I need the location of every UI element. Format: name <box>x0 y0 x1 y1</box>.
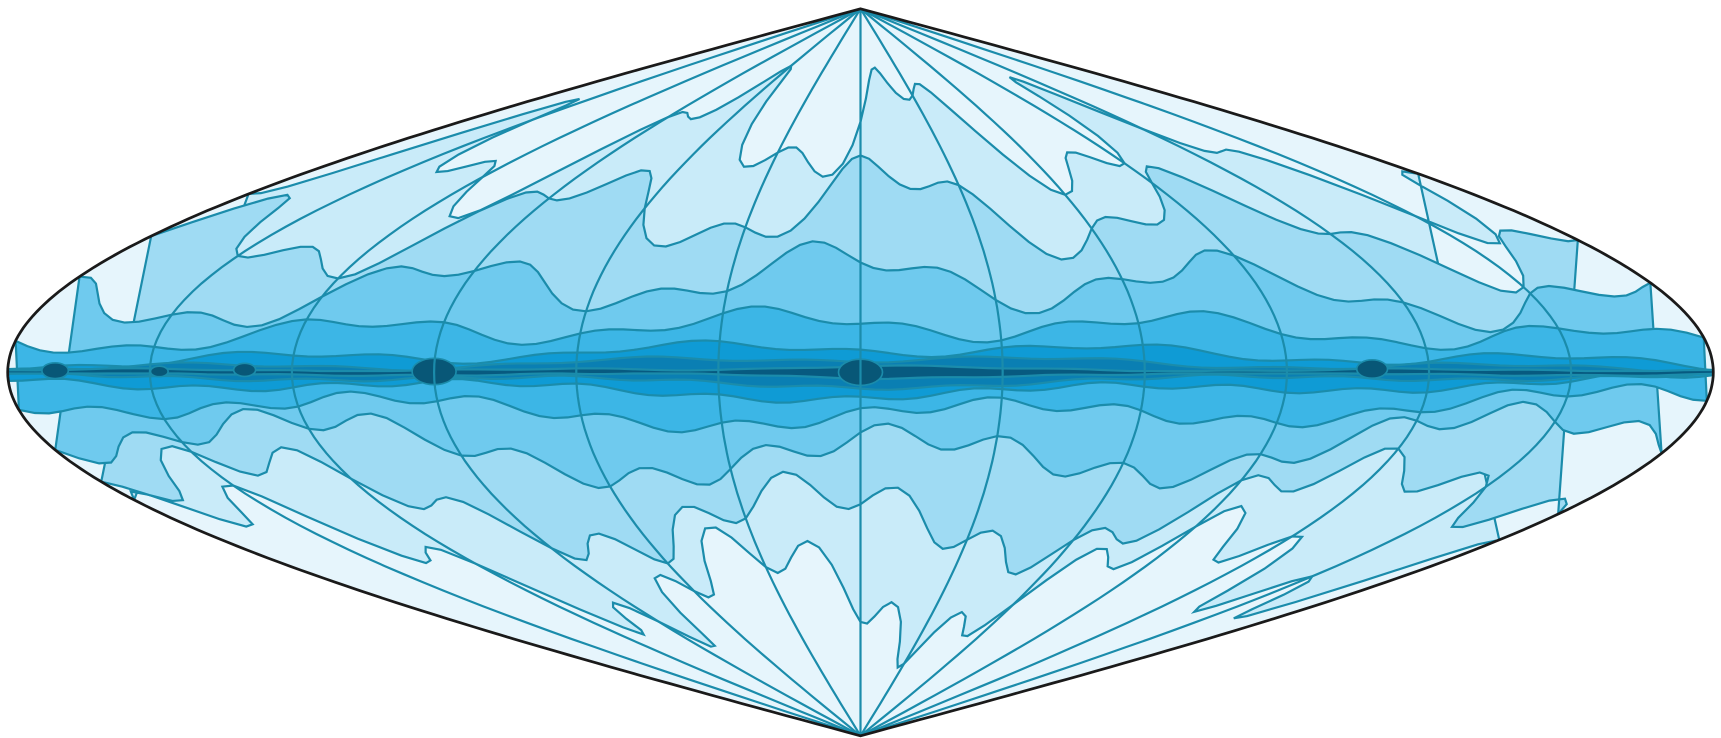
meridian <box>148 8 861 736</box>
meridian <box>290 8 861 736</box>
meridian <box>433 8 862 736</box>
meridian <box>859 8 1004 736</box>
dense-region <box>41 361 70 380</box>
dense-region <box>232 362 257 378</box>
meridian <box>860 8 1431 736</box>
dense-region <box>1355 359 1389 380</box>
meridian <box>717 8 862 736</box>
meridian <box>859 8 1288 736</box>
map-outline <box>6 7 1715 738</box>
meridian <box>575 8 862 736</box>
meridian <box>860 8 1573 736</box>
meridian <box>859 8 1146 736</box>
dense-region <box>149 365 169 378</box>
graticule <box>148 8 1573 736</box>
